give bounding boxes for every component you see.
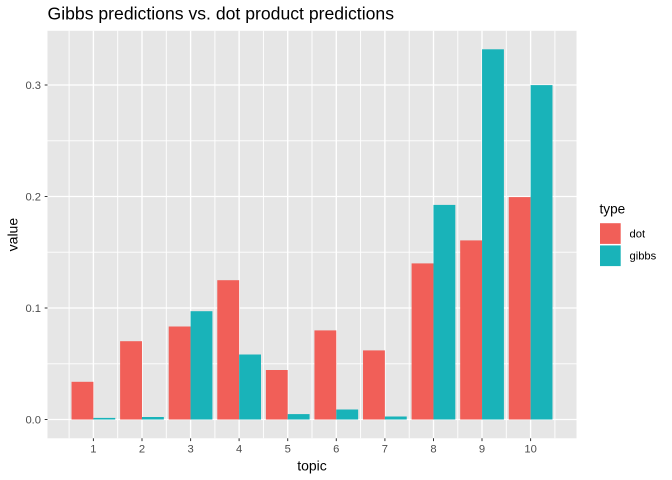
svg-text:Gibbs predictions vs. dot prod: Gibbs predictions vs. dot product predic… bbox=[48, 3, 395, 23]
svg-text:8: 8 bbox=[430, 444, 436, 456]
svg-text:6: 6 bbox=[333, 444, 339, 456]
svg-text:0.0: 0.0 bbox=[25, 414, 41, 426]
svg-text:10: 10 bbox=[524, 444, 536, 456]
svg-text:3: 3 bbox=[187, 444, 193, 456]
svg-text:2: 2 bbox=[139, 444, 145, 456]
svg-text:value: value bbox=[5, 218, 21, 252]
svg-text:1: 1 bbox=[90, 444, 96, 456]
svg-text:5: 5 bbox=[285, 444, 291, 456]
svg-text:7: 7 bbox=[382, 444, 388, 456]
svg-text:topic: topic bbox=[297, 458, 327, 474]
svg-text:0.1: 0.1 bbox=[25, 303, 41, 315]
svg-text:dot: dot bbox=[630, 228, 646, 240]
svg-text:0.2: 0.2 bbox=[25, 191, 41, 203]
svg-text:9: 9 bbox=[479, 444, 485, 456]
svg-text:gibbs: gibbs bbox=[630, 251, 657, 263]
svg-text:0.3: 0.3 bbox=[25, 80, 41, 92]
svg-text:4: 4 bbox=[236, 444, 242, 456]
svg-text:type: type bbox=[600, 202, 626, 217]
